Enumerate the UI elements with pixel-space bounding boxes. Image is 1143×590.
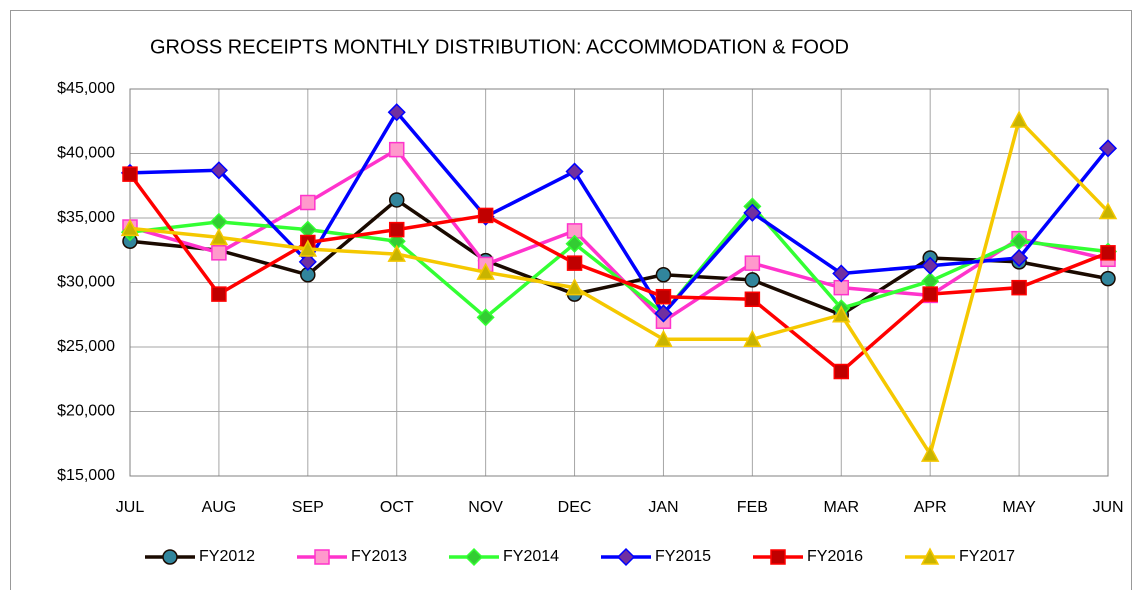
legend-marker (770, 549, 786, 565)
data-point (387, 244, 406, 262)
data-point (565, 162, 584, 181)
series-line (128, 173, 1109, 374)
x-tick-label: APR (914, 499, 947, 516)
data-point (120, 218, 140, 237)
data-point (744, 255, 761, 271)
data-point (211, 245, 227, 261)
y-tick-label: $20,000 (57, 403, 115, 420)
data-point (833, 279, 850, 296)
data-point (1009, 110, 1029, 128)
x-tick-label: AUG (202, 499, 237, 516)
data-point (209, 227, 229, 246)
data-point (387, 103, 406, 122)
x-tick-label: NOV (468, 499, 503, 516)
series-line (129, 147, 1109, 323)
data-point (211, 286, 227, 302)
data-point (920, 444, 940, 462)
y-tick-label: $30,000 (57, 274, 115, 291)
x-tick-label: MAR (823, 499, 859, 516)
series-line (129, 118, 1110, 456)
data-point (832, 305, 851, 323)
y-tick-label: $25,000 (57, 338, 115, 355)
legend-marker (920, 547, 940, 565)
data-point (832, 264, 851, 283)
x-tick-label: FEB (737, 499, 768, 516)
data-point (743, 203, 762, 222)
y-tick-label: $45,000 (57, 80, 115, 97)
y-tick-label: $15,000 (57, 467, 115, 484)
data-point (565, 278, 584, 296)
data-point (476, 308, 495, 327)
x-tick-label: SEP (292, 499, 324, 516)
legend-label: FY2016 (807, 548, 863, 565)
legend-label: FY2013 (351, 548, 407, 565)
data-point (1010, 248, 1029, 268)
data-point (744, 272, 761, 288)
data-point (566, 255, 583, 271)
data-point (476, 262, 495, 280)
data-point (922, 286, 938, 302)
data-point (655, 288, 672, 305)
data-point (209, 212, 228, 231)
data-point (209, 161, 228, 180)
data-point (122, 166, 138, 182)
x-tick-label: JAN (648, 499, 678, 516)
legend-label: FY2017 (959, 548, 1015, 565)
data-point (744, 291, 761, 308)
legend-label: FY2015 (655, 548, 711, 565)
data-point (1098, 139, 1118, 158)
x-tick-label: OCT (380, 499, 414, 516)
series-line (129, 198, 1109, 317)
data-point (298, 239, 318, 257)
x-tick-label: JUL (116, 499, 145, 516)
x-tick-label: DEC (558, 499, 592, 516)
x-tick-label: MAY (1002, 499, 1036, 516)
chart-frame (10, 10, 1132, 590)
data-point (1098, 201, 1118, 220)
data-point (477, 207, 494, 224)
data-point (565, 234, 584, 253)
data-point (1100, 270, 1116, 287)
legend-marker (616, 547, 636, 567)
legend-label: FY2012 (199, 548, 255, 565)
chart-title: GROSS RECEIPTS MONTHLY DISTRIBUTION: ACC… (150, 36, 849, 58)
data-point (743, 329, 762, 348)
y-tick-label: $40,000 (57, 145, 115, 162)
data-point (921, 256, 940, 275)
legend-marker (314, 549, 330, 565)
legend-label: FY2014 (503, 548, 559, 565)
data-point (833, 363, 850, 380)
data-point (388, 221, 405, 238)
data-point (654, 329, 673, 348)
data-point (298, 252, 317, 271)
data-point (655, 267, 672, 283)
data-point (388, 192, 405, 208)
y-tick-label: $35,000 (57, 209, 115, 226)
data-point (300, 194, 316, 211)
data-point (388, 141, 405, 158)
data-point (1100, 245, 1116, 261)
legend-marker (162, 549, 178, 565)
data-point (1011, 279, 1027, 296)
data-point (654, 304, 673, 323)
x-tick-label: JUN (1092, 499, 1123, 516)
legend-marker (464, 547, 484, 567)
